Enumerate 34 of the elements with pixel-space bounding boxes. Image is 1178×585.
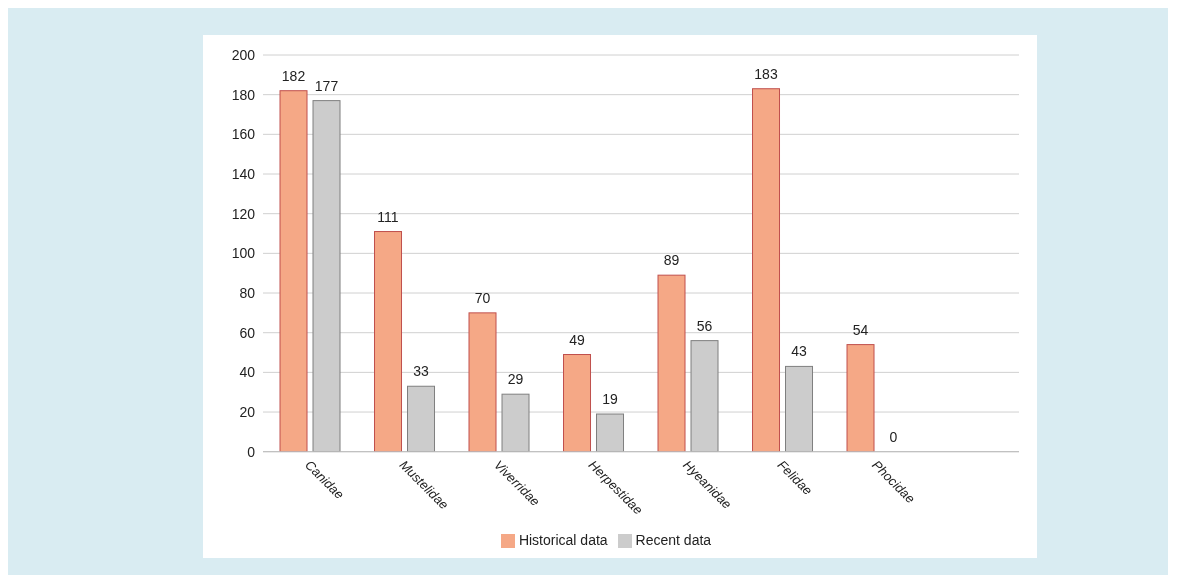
data-label: 43	[791, 343, 808, 360]
bar	[374, 231, 403, 452]
y-tick-label: 0	[247, 443, 256, 460]
data-label: 56	[696, 317, 713, 334]
y-tick-label: 40	[239, 364, 256, 381]
y-tick-label: 120	[231, 205, 256, 222]
bar	[846, 344, 875, 452]
y-tick-label: 180	[231, 86, 256, 103]
data-label: 49	[569, 331, 586, 348]
y-tick-label: 140	[231, 165, 256, 182]
data-label: 33	[413, 363, 430, 380]
bar	[563, 354, 592, 452]
y-tick-label: 20	[239, 404, 256, 420]
bar	[752, 88, 781, 452]
legend-label: Recent data	[635, 531, 712, 548]
bar	[468, 312, 497, 452]
data-label: 111	[377, 208, 399, 225]
data-label: 183	[754, 65, 778, 82]
y-tick-label: 100	[231, 245, 256, 262]
data-label: 89	[663, 252, 680, 269]
data-label: 29	[507, 371, 524, 388]
data-label: 54	[852, 321, 869, 338]
data-label: 182	[281, 67, 306, 84]
y-tick-label: 80	[239, 284, 256, 301]
legend-label: Historical data	[518, 531, 608, 548]
bar	[279, 90, 308, 452]
data-label: 19	[602, 391, 619, 408]
y-tick-label: 200	[231, 46, 256, 63]
y-tick-label: 160	[231, 126, 256, 143]
y-tick-label: 60	[239, 324, 256, 341]
data-label: 70	[474, 289, 491, 306]
data-label: 177	[314, 77, 339, 94]
bar	[657, 274, 686, 452]
data-label: 0	[889, 428, 898, 445]
